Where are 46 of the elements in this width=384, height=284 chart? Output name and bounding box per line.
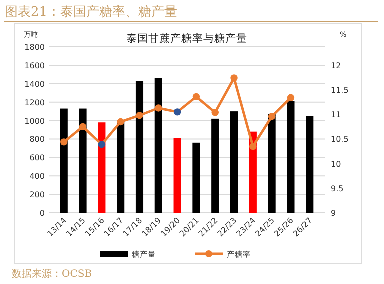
bar <box>212 118 220 213</box>
point <box>174 108 182 116</box>
point <box>60 138 68 146</box>
point <box>79 123 87 131</box>
point <box>117 118 124 126</box>
source-note: 数据来源：OCSB <box>12 268 92 280</box>
y2-tick-label: 9.5 <box>331 184 344 194</box>
chart-subtitle: 泰国甘蔗产糖率与糖产量 <box>126 32 248 45</box>
bar <box>60 108 68 213</box>
y-tick-label: 400 <box>30 172 45 182</box>
point <box>212 109 219 116</box>
bar <box>192 142 200 213</box>
y-tick-label: 0 <box>40 209 45 218</box>
bar <box>136 81 144 213</box>
y2-tick-label: 11 <box>331 110 342 120</box>
bar <box>117 120 125 213</box>
y-tick-label: 800 <box>30 135 45 144</box>
y2-tick-label: 9 <box>331 209 336 218</box>
point <box>250 143 257 150</box>
y-tick-label: 1200 <box>24 98 45 108</box>
bar <box>98 122 106 213</box>
chart-title: 图表21：泰国产糖率、糖产量 <box>5 4 178 20</box>
point <box>136 112 144 120</box>
y-tick-label: 200 <box>30 190 45 200</box>
point <box>192 93 200 101</box>
bar <box>230 112 238 213</box>
y2-tick-label: 11.5 <box>331 86 349 96</box>
y-tick-label: 600 <box>30 154 45 163</box>
bar <box>154 78 162 213</box>
bar <box>79 108 87 213</box>
bar <box>268 114 276 213</box>
y2-tick-label: 10.5 <box>331 135 349 144</box>
y-tick-label: 1400 <box>24 80 45 89</box>
point <box>287 94 295 102</box>
bar <box>306 116 314 213</box>
point <box>268 112 276 120</box>
bar <box>287 101 295 213</box>
point <box>230 74 238 82</box>
y-tick-label: 1000 <box>24 116 45 126</box>
bar <box>174 138 182 213</box>
y2-tick-label: 10 <box>331 160 342 169</box>
y2-tick-label: 12 <box>331 61 342 70</box>
y-tick-label: 1600 <box>24 61 45 70</box>
point <box>98 141 106 148</box>
point <box>155 104 162 112</box>
y-tick-label: 1800 <box>24 43 45 52</box>
